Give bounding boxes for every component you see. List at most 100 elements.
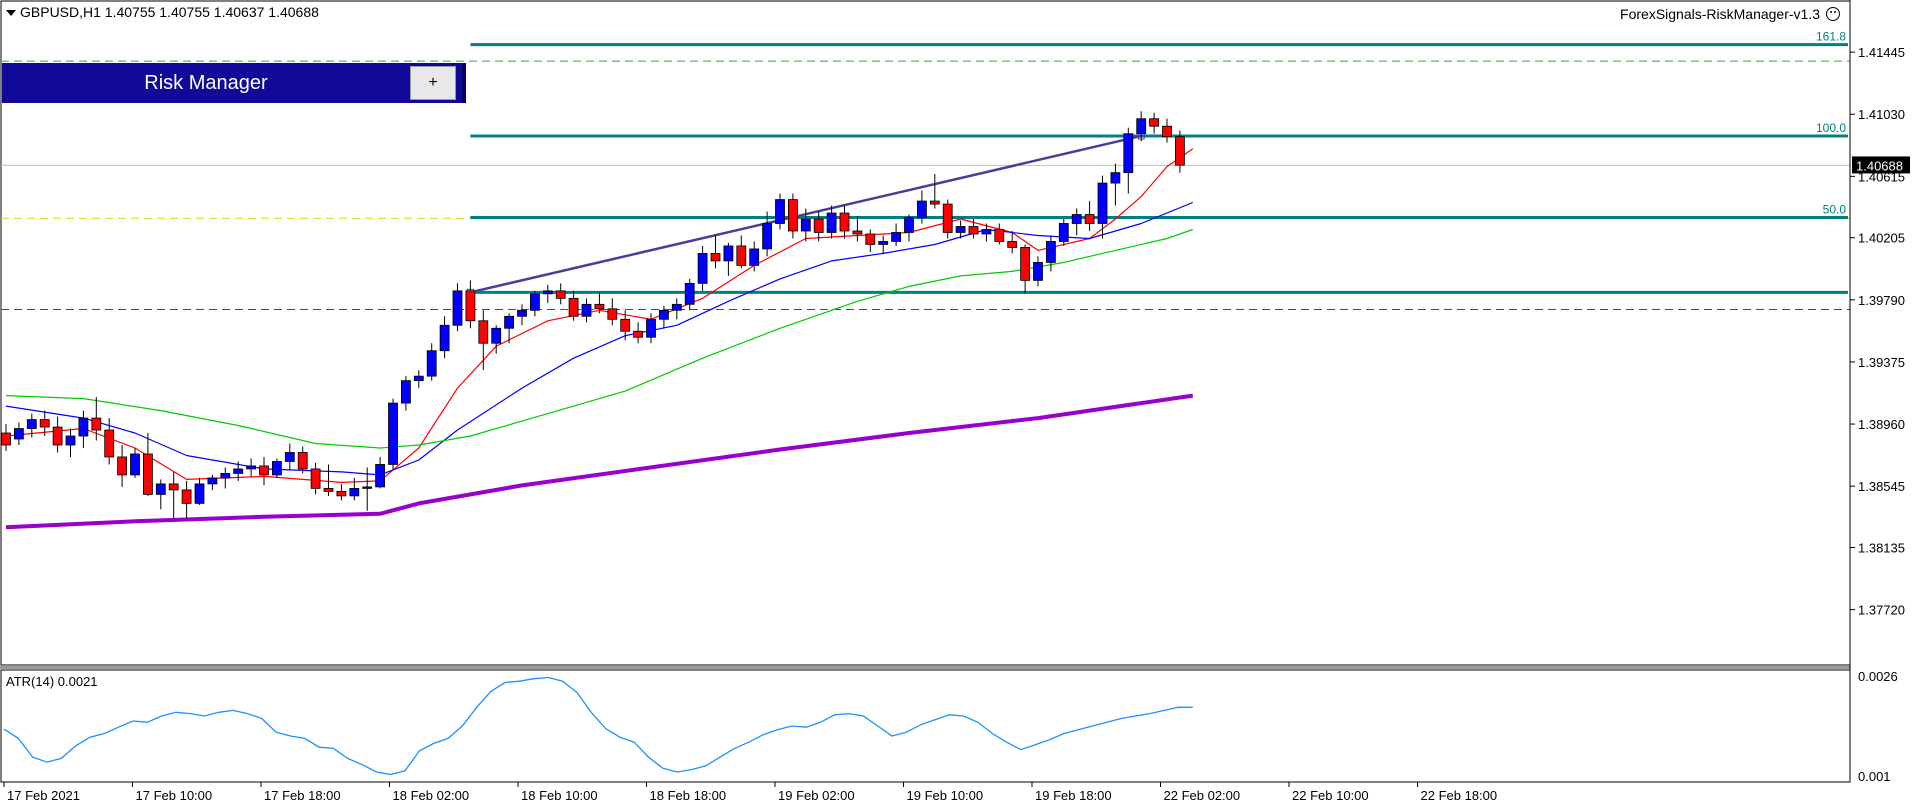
candle-body: [994, 229, 1005, 242]
candle-body: [917, 200, 927, 218]
expert-advisor-name: ForexSignals-RiskManager-v1.3: [1620, 6, 1820, 22]
price-tick-label: 1.38545: [1858, 479, 1905, 494]
candle-body: [839, 212, 850, 232]
fibonacci-retracement[interactable]: 161.8 100.0 50.0: [466, 30, 1848, 296]
candle-body: [375, 464, 386, 488]
candle-body: [955, 226, 966, 233]
candle-body: [130, 453, 140, 476]
candle-body: [581, 303, 592, 317]
candle-body: [323, 487, 334, 492]
ma-purple-line: [5, 393, 1194, 530]
candle-body: [788, 199, 798, 232]
symbol-info-text: GBPUSD,H1 1.40755 1.40755 1.40637 1.4068…: [20, 4, 319, 20]
fib-level-label: 161.8: [1816, 30, 1846, 44]
atr-line: [3, 676, 1193, 776]
candle-body: [891, 232, 901, 242]
symbol-info: GBPUSD,H1 1.40755 1.40755 1.40637 1.4068…: [6, 4, 319, 20]
candle-body: [400, 380, 411, 404]
candle-body: [878, 241, 889, 245]
candle-body: [1162, 125, 1172, 138]
main-chart-area: [0, 0, 1851, 783]
candle-body: [336, 490, 347, 497]
candle-body: [555, 290, 566, 299]
atr-tick-label: 0.001: [1858, 769, 1891, 784]
candle-body: [517, 309, 527, 317]
candle-body: [117, 456, 127, 476]
expand-button[interactable]: +: [410, 66, 456, 100]
candle-body: [659, 309, 669, 320]
candle-body: [1110, 172, 1121, 184]
time-tick-label: 19 Feb 02:00: [778, 788, 855, 803]
candle-body: [671, 303, 682, 311]
atr-tick-label: 0.0026: [1858, 669, 1898, 684]
candle-body: [1149, 118, 1159, 127]
candle-body: [439, 324, 450, 352]
candle-body: [271, 461, 282, 476]
risk-manager-panel[interactable]: Risk Manager +: [2, 63, 466, 103]
candle-body: [800, 218, 811, 232]
atr-frame: [0, 669, 1851, 783]
candle-body: [78, 417, 89, 437]
candle-body: [478, 320, 489, 344]
fib-level-label: 100.0: [1816, 121, 1846, 135]
candle-body: [684, 282, 695, 305]
ma-red-line: [5, 148, 1194, 483]
pane-separator: [0, 666, 1850, 669]
candle-body: [465, 290, 476, 322]
price-axis: 1.414451.410301.406151.402051.397901.393…: [1849, 0, 1910, 782]
candle-body: [452, 290, 463, 326]
candle-body: [620, 318, 631, 332]
price-tick-label: 1.38960: [1858, 417, 1905, 432]
candle-body: [91, 417, 102, 431]
candle-body: [1020, 247, 1030, 281]
candle-body: [942, 203, 953, 233]
price-tick-label: 1.38135: [1858, 541, 1905, 556]
dropdown-arrow-icon[interactable]: [6, 10, 16, 17]
price-tick-label: 1.37720: [1858, 603, 1905, 618]
candle-body: [310, 468, 321, 489]
time-tick-label: 22 Feb 18:00: [1421, 788, 1498, 803]
candle-body: [181, 489, 192, 504]
candle-body: [852, 230, 863, 235]
candle-body: [1123, 133, 1134, 174]
candle-body: [39, 419, 50, 428]
price-tick-label: 1.39790: [1858, 293, 1905, 308]
candle-body: [1007, 241, 1018, 248]
candle-body: [491, 327, 502, 344]
candle-body: [929, 200, 940, 205]
candle-body: [594, 303, 605, 310]
candle-body: [142, 453, 153, 495]
candle-body: [968, 226, 979, 235]
last-price-box: [1852, 156, 1910, 174]
candle-body: [1097, 182, 1108, 224]
price-tick-label: 1.41445: [1858, 45, 1905, 60]
price-tick-label: 1.41030: [1858, 107, 1905, 122]
candle-body: [297, 452, 308, 470]
candle-body: [775, 199, 785, 224]
candle-body: [607, 308, 618, 320]
candle-body: [65, 435, 76, 446]
candle-body: [723, 245, 734, 262]
candle-body: [155, 483, 166, 495]
time-tick-label: 19 Feb 18:00: [1035, 788, 1112, 803]
time-tick-label: 18 Feb 02:00: [393, 788, 470, 803]
time-tick-label: 17 Feb 18:00: [264, 788, 341, 803]
candle-body: [762, 223, 772, 250]
candle-body: [568, 297, 579, 317]
candle-body: [362, 486, 373, 489]
time-tick-label: 17 Feb 10:00: [136, 788, 213, 803]
time-tick-label: 18 Feb 10:00: [521, 788, 598, 803]
candle-body: [1175, 136, 1185, 166]
candlesticks: [1, 111, 1185, 519]
candle-body: [13, 428, 24, 440]
candle-body: [826, 212, 837, 233]
candle-body: [259, 465, 269, 476]
candle-body: [1033, 262, 1043, 281]
candle-body: [426, 350, 437, 377]
candle-body: [530, 293, 540, 311]
candle-body: [697, 253, 708, 284]
candle-body: [710, 253, 721, 262]
risk-manager-title: Risk Manager: [144, 72, 268, 94]
candle-body: [904, 217, 914, 233]
candle-body: [1071, 214, 1082, 224]
